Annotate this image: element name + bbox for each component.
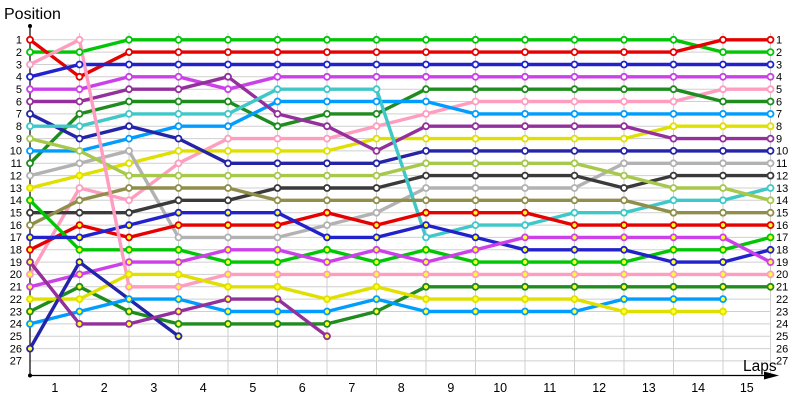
svg-text:5: 5 (16, 84, 22, 96)
svg-text:27: 27 (10, 356, 22, 368)
svg-text:9: 9 (16, 133, 22, 145)
svg-text:6: 6 (299, 381, 306, 395)
svg-text:23: 23 (10, 306, 22, 318)
svg-text:Laps: Laps (743, 358, 777, 375)
svg-text:Position: Position (4, 6, 61, 23)
svg-text:19: 19 (10, 257, 22, 269)
svg-text:10: 10 (776, 146, 788, 158)
svg-text:12: 12 (10, 170, 22, 182)
svg-text:24: 24 (10, 319, 22, 331)
svg-text:21: 21 (776, 282, 788, 294)
svg-text:1: 1 (776, 35, 782, 47)
svg-text:10: 10 (10, 146, 22, 158)
svg-text:3: 3 (16, 59, 22, 71)
svg-text:2: 2 (101, 381, 108, 395)
svg-text:9: 9 (776, 133, 782, 145)
svg-text:24: 24 (776, 319, 788, 331)
svg-text:20: 20 (10, 269, 22, 281)
svg-text:8: 8 (16, 121, 22, 133)
svg-text:4: 4 (776, 72, 782, 84)
svg-text:3: 3 (150, 381, 157, 395)
svg-text:25: 25 (10, 331, 22, 343)
svg-text:15: 15 (10, 208, 22, 220)
svg-text:20: 20 (776, 269, 788, 281)
svg-text:15: 15 (776, 208, 788, 220)
svg-text:13: 13 (642, 381, 656, 395)
svg-text:7: 7 (16, 109, 22, 121)
svg-text:11: 11 (776, 158, 787, 170)
svg-text:4: 4 (200, 381, 207, 395)
svg-text:4: 4 (16, 72, 22, 84)
svg-text:2: 2 (16, 47, 22, 59)
svg-text:17: 17 (776, 232, 788, 244)
svg-text:26: 26 (776, 343, 788, 355)
svg-text:11: 11 (543, 381, 556, 395)
svg-text:16: 16 (10, 220, 22, 232)
svg-text:26: 26 (10, 343, 22, 355)
svg-text:15: 15 (740, 381, 754, 395)
svg-text:5: 5 (776, 84, 782, 96)
svg-text:18: 18 (776, 245, 788, 257)
svg-text:8: 8 (398, 381, 405, 395)
svg-text:6: 6 (776, 96, 782, 108)
svg-text:7: 7 (348, 381, 355, 395)
svg-text:14: 14 (10, 195, 22, 207)
svg-text:3: 3 (776, 59, 782, 71)
svg-text:1: 1 (51, 381, 58, 395)
svg-text:8: 8 (776, 121, 782, 133)
svg-text:14: 14 (776, 195, 788, 207)
svg-text:14: 14 (691, 381, 705, 395)
svg-text:6: 6 (16, 96, 22, 108)
svg-text:23: 23 (776, 306, 788, 318)
svg-text:21: 21 (10, 282, 22, 294)
svg-text:25: 25 (776, 331, 788, 343)
svg-text:17: 17 (10, 232, 22, 244)
svg-text:22: 22 (10, 294, 22, 306)
svg-text:9: 9 (447, 381, 454, 395)
svg-text:2: 2 (776, 47, 782, 59)
svg-text:1: 1 (16, 35, 22, 47)
svg-text:10: 10 (493, 381, 507, 395)
svg-text:12: 12 (776, 170, 788, 182)
svg-text:16: 16 (776, 220, 788, 232)
svg-text:22: 22 (776, 294, 788, 306)
svg-text:12: 12 (592, 381, 606, 395)
svg-text:19: 19 (776, 257, 788, 269)
svg-text:13: 13 (776, 183, 788, 195)
svg-text:5: 5 (249, 381, 256, 395)
svg-text:27: 27 (776, 356, 788, 368)
svg-text:11: 11 (11, 158, 22, 170)
svg-text:7: 7 (776, 109, 782, 121)
svg-text:18: 18 (10, 245, 22, 257)
svg-text:13: 13 (10, 183, 22, 195)
